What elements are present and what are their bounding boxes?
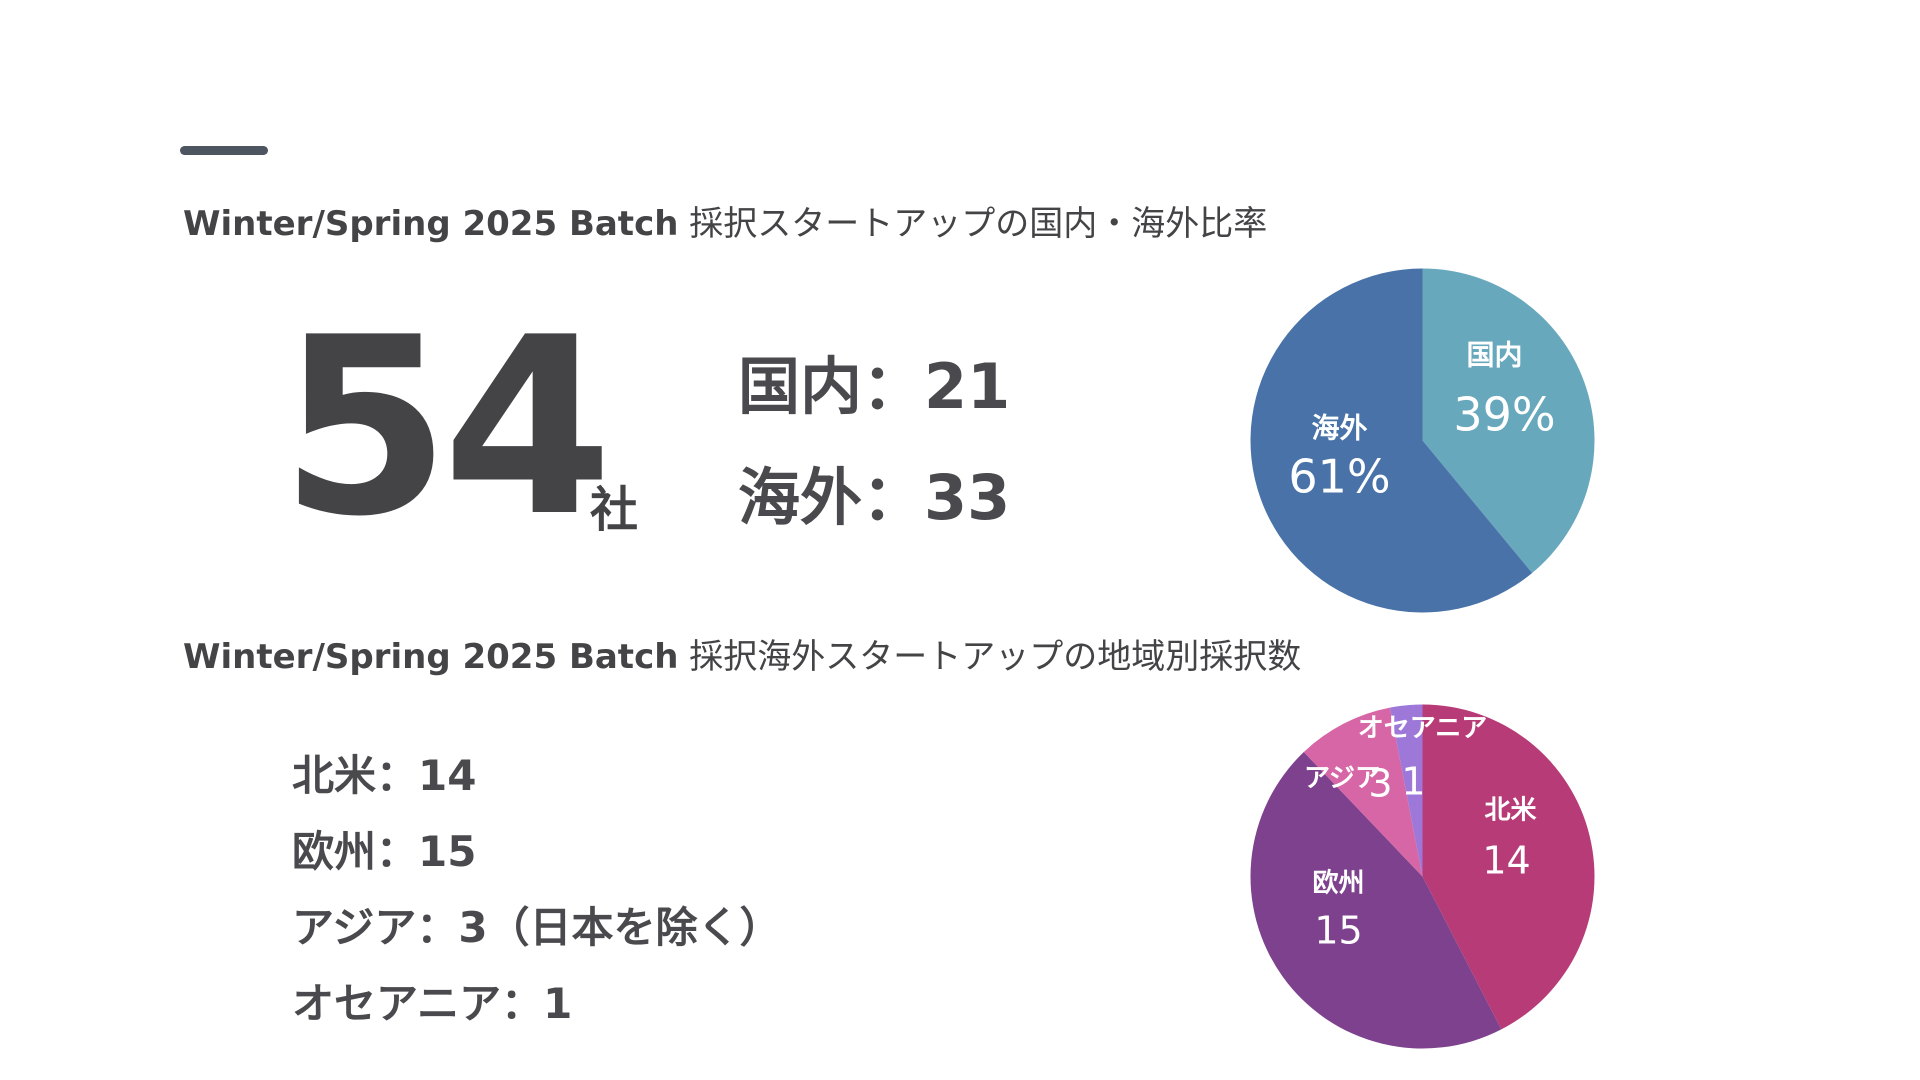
section-title-regions: Winter/Spring 2025 Batch 採択海外スタートアップの地域別… (183, 637, 1301, 678)
section-title-batch: Winter/Spring 2025 Batch (183, 637, 679, 677)
total-unit: 社 (590, 482, 639, 538)
region-oceania: オセアニア：1 (292, 979, 573, 1028)
slice-label: アジア (1304, 764, 1381, 794)
section-title-batch: Winter/Spring 2025 Batch (183, 204, 679, 244)
domestic-overseas-pie-chart: 国内 39% 海外 61% (1250, 268, 1595, 613)
accent-bar (180, 146, 268, 155)
slice-value-label: 15 (1314, 909, 1362, 953)
region-asia: アジア：3（日本を除く） (292, 903, 782, 952)
overseas-count: 海外：33 (738, 461, 1011, 534)
total-count: 54 (280, 285, 613, 570)
slice-label: 北米 (1484, 796, 1536, 826)
region-europe: 欧州：15 (292, 827, 477, 876)
slice-label: オセアニア (1358, 714, 1487, 744)
slice-value-label: 3 (1368, 762, 1392, 806)
pie-slice (1303, 707, 1423, 877)
slice-value-label: 1 (1401, 760, 1425, 804)
section-title-text: 採択海外スタートアップの地域別採択数 (678, 637, 1302, 677)
region-north-america: 北米：14 (292, 751, 477, 800)
slice-label: 国内 (1466, 339, 1522, 372)
pie-slice (1250, 752, 1502, 1049)
pie-slice (1250, 268, 1533, 613)
section-title-ratio: Winter/Spring 2025 Batch 採択スタートアップの国内・海外… (183, 204, 1267, 245)
pie-slice (1389, 704, 1423, 877)
pie-slice (1422, 268, 1595, 574)
slice-label: 欧州 (1312, 868, 1364, 899)
slice-value-label: 39% (1453, 388, 1555, 442)
pie-slice (1422, 704, 1595, 1030)
domestic-count: 国内：21 (738, 350, 1011, 423)
slice-value-label: 61% (1288, 450, 1390, 504)
slice-value-label: 14 (1482, 839, 1530, 883)
section-title-text: 採択スタートアップの国内・海外比率 (678, 204, 1268, 244)
slice-label: 海外 (1311, 412, 1367, 445)
